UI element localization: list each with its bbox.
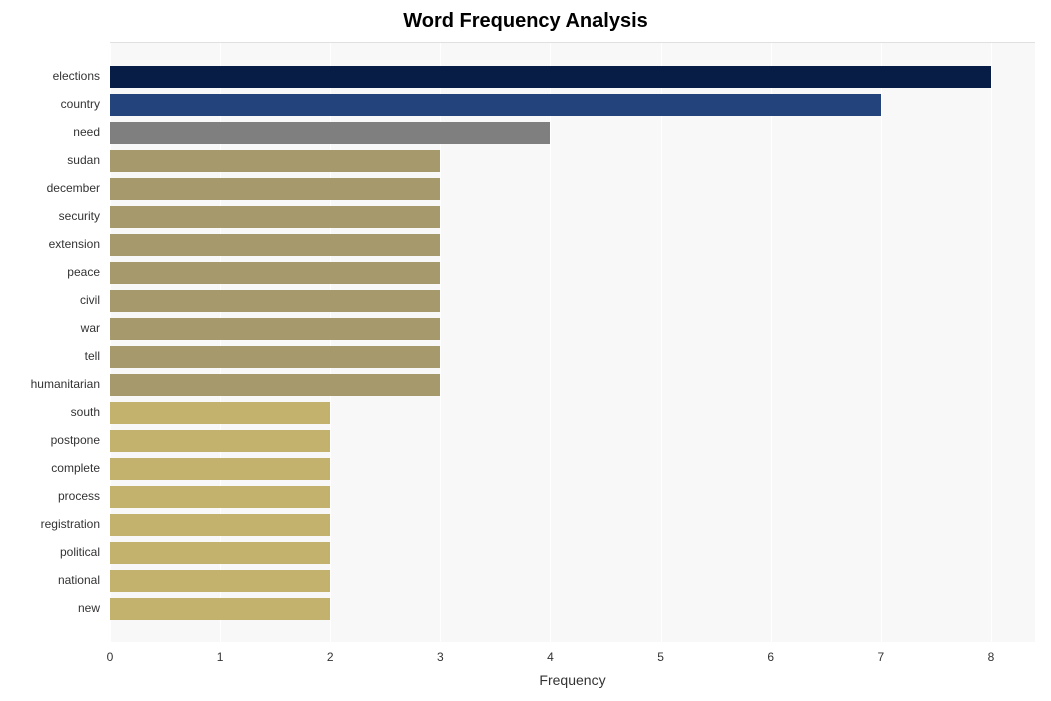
bar-row <box>110 567 330 595</box>
x-tick-label: 3 <box>437 650 444 664</box>
y-tick-label: process <box>58 482 100 510</box>
y-tick-label: complete <box>51 454 100 482</box>
bar <box>110 458 330 480</box>
plot-area <box>110 42 1035 642</box>
bar-row <box>110 343 440 371</box>
x-tick-label: 0 <box>107 650 114 664</box>
bar <box>110 374 440 396</box>
y-tick-label: need <box>73 118 100 146</box>
bar <box>110 66 991 88</box>
bar-row <box>110 427 330 455</box>
x-axis-label: Frequency <box>110 672 1035 688</box>
y-tick-label: postpone <box>51 426 100 454</box>
bar <box>110 402 330 424</box>
x-axis: 0 1 2 3 4 5 6 7 8 Frequency <box>110 642 1035 692</box>
bar <box>110 598 330 620</box>
bar <box>110 570 330 592</box>
bar-row <box>110 203 440 231</box>
y-tick-label: security <box>59 202 100 230</box>
bar <box>110 430 330 452</box>
y-tick-label: south <box>71 398 100 426</box>
bar-row <box>110 455 330 483</box>
y-tick-label: extension <box>49 230 100 258</box>
bar-row <box>110 595 330 623</box>
bar-row <box>110 511 330 539</box>
bar-row <box>110 259 440 287</box>
bar <box>110 178 440 200</box>
y-tick-label: national <box>58 566 100 594</box>
bar <box>110 318 440 340</box>
bar <box>110 234 440 256</box>
y-tick-label: political <box>60 538 100 566</box>
bar <box>110 290 440 312</box>
bar-row <box>110 175 440 203</box>
bar <box>110 122 550 144</box>
y-axis-labels: electionscountryneedsudandecembersecurit… <box>0 42 105 642</box>
x-tick-label: 4 <box>547 650 554 664</box>
bar-row <box>110 91 881 119</box>
y-tick-label: country <box>61 90 100 118</box>
bar-row <box>110 315 440 343</box>
y-tick-label: tell <box>85 342 100 370</box>
x-tick-label: 2 <box>327 650 334 664</box>
bar <box>110 94 881 116</box>
y-tick-label: war <box>81 314 100 342</box>
bar-row <box>110 371 440 399</box>
bar-row <box>110 483 330 511</box>
x-tick-label: 7 <box>877 650 884 664</box>
chart-title: Word Frequency Analysis <box>0 10 1051 33</box>
bars-group <box>110 43 1035 642</box>
x-tick-label: 6 <box>767 650 774 664</box>
y-tick-label: new <box>78 594 100 622</box>
x-tick-label: 5 <box>657 650 664 664</box>
x-tick-label: 8 <box>988 650 995 664</box>
y-tick-label: sudan <box>67 146 100 174</box>
bar <box>110 262 440 284</box>
bar-row <box>110 147 440 175</box>
chart-container: Word Frequency Analysis electionscountry… <box>0 0 1051 701</box>
bar <box>110 542 330 564</box>
bar <box>110 486 330 508</box>
bar-row <box>110 231 440 259</box>
y-tick-label: peace <box>67 258 100 286</box>
bar <box>110 206 440 228</box>
y-tick-label: elections <box>53 62 100 90</box>
y-tick-label: civil <box>80 286 100 314</box>
x-tick-label: 1 <box>217 650 224 664</box>
bar-row <box>110 119 550 147</box>
y-tick-label: registration <box>41 510 100 538</box>
bar <box>110 150 440 172</box>
bar <box>110 346 440 368</box>
bar-row <box>110 63 991 91</box>
bar-row <box>110 399 330 427</box>
y-tick-label: humanitarian <box>31 370 100 398</box>
bar <box>110 514 330 536</box>
bar-row <box>110 539 330 567</box>
bar-row <box>110 287 440 315</box>
y-tick-label: december <box>47 174 100 202</box>
